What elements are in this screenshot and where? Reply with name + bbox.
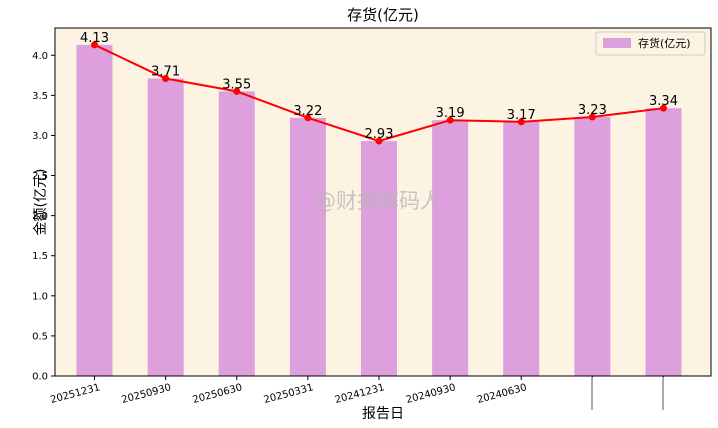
- plot-frame: [54, 27, 712, 377]
- y-tick-label: 1.5: [32, 251, 48, 262]
- bars-group: [76, 44, 682, 377]
- line-point: [375, 137, 383, 145]
- bar: [289, 117, 326, 376]
- data-label: 3.55: [222, 77, 251, 92]
- x-tick-label: 20240630: [476, 382, 528, 406]
- y-axis: 0.0 0.5 1.0 1.5 2.0 2.5 3.0 3.5 4.0: [32, 51, 55, 383]
- legend-box: [595, 31, 706, 56]
- line-point: [660, 104, 667, 112]
- x-tick-label: 20251231: [49, 382, 101, 406]
- data-label: 3.71: [151, 65, 180, 80]
- y-tick-label: 2.0: [32, 211, 48, 222]
- data-label: 4.13: [80, 31, 109, 46]
- line-point: [588, 113, 596, 121]
- y-tick-label: 2.5: [32, 171, 48, 182]
- line-series: [91, 41, 667, 145]
- line-point: [446, 116, 454, 124]
- chart-title: 存货(亿元): [347, 6, 419, 24]
- x-axis-title: 报告日: [362, 406, 404, 422]
- data-label: 3.23: [578, 103, 607, 118]
- x-tick-label: 20250331: [263, 382, 315, 406]
- y-tick-label: 1.0: [32, 291, 48, 302]
- bar: [147, 78, 184, 377]
- legend-label: 存货(亿元): [638, 36, 691, 50]
- line-point: [91, 41, 98, 49]
- bar: [503, 121, 540, 376]
- y-tick-label: 0.0: [32, 372, 48, 383]
- legend: 存货(亿元): [595, 31, 706, 56]
- y-axis-title: 金额(亿元): [33, 169, 49, 236]
- watermark: @财报解码人: [315, 189, 441, 213]
- data-label: 3.19: [436, 106, 465, 121]
- bar: [645, 108, 682, 377]
- data-label: 2.93: [365, 127, 394, 142]
- x-label-overlay: [535, 377, 711, 410]
- x-tick-label: 20240930: [405, 382, 457, 406]
- bar: [432, 120, 469, 377]
- scroll-gradient-overlay: [535, 377, 711, 410]
- data-label: 3.17: [507, 108, 536, 123]
- legend-swatch: [603, 38, 631, 48]
- bar: [361, 141, 397, 376]
- y-tick-label: 4.0: [32, 51, 48, 62]
- line-point: [304, 114, 312, 122]
- line-point: [517, 118, 525, 126]
- line-point: [233, 87, 241, 95]
- data-labels-group: 4.13 3.71 3.55 3.22 2.93 3.19 3.17 3.23 3.34: [80, 31, 678, 142]
- y-tick-label: 3.5: [32, 91, 48, 102]
- y-tick-label: 0.5: [32, 331, 48, 342]
- bar: [76, 44, 113, 376]
- bar: [218, 91, 255, 377]
- data-label: 3.34: [649, 94, 678, 109]
- y-tick-label: 3.0: [32, 131, 48, 142]
- bar: [574, 117, 611, 376]
- line-point: [162, 75, 170, 83]
- x-tick-label: 20250630: [192, 382, 244, 406]
- data-label: 3.22: [293, 104, 322, 119]
- x-tick-label: 20241231: [334, 382, 386, 406]
- x-tick-label: 20250930: [120, 382, 172, 406]
